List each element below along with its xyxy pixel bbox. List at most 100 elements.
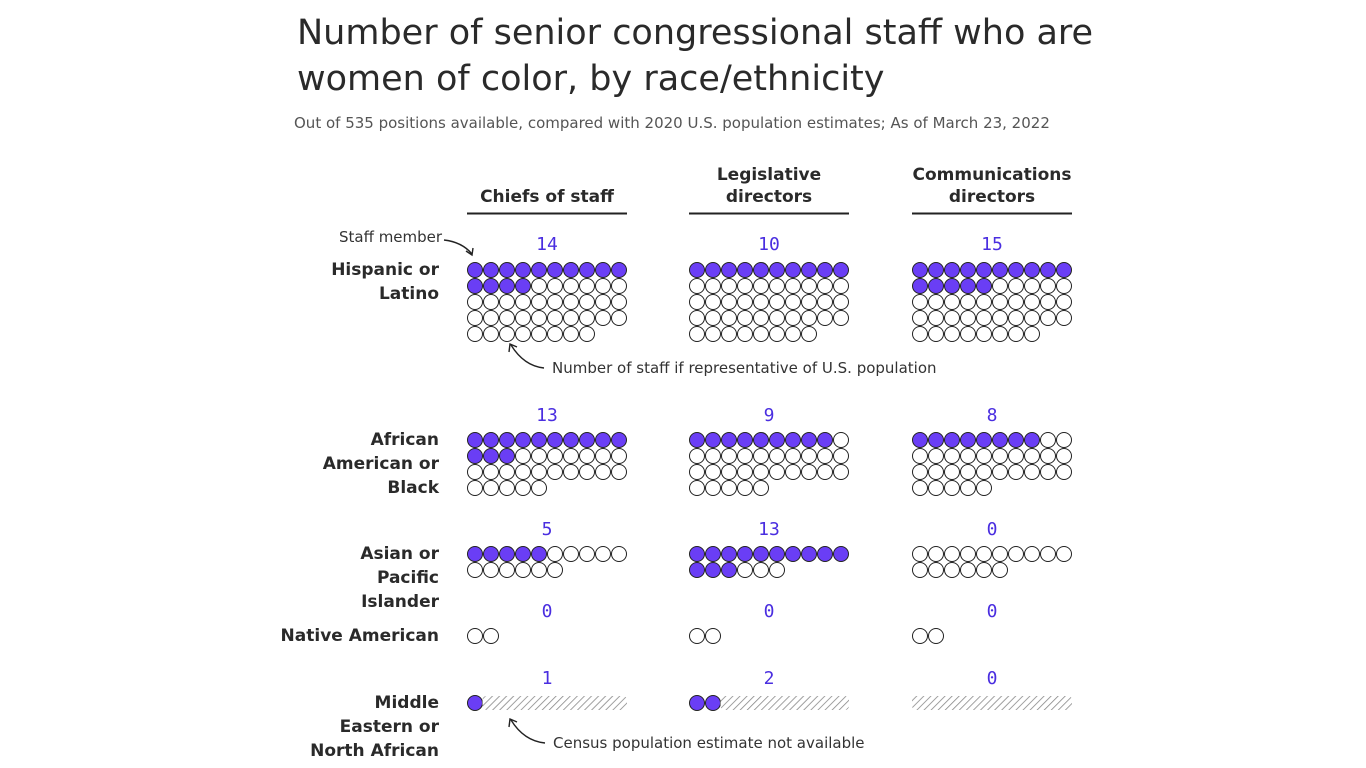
empty-dot (579, 326, 595, 342)
empty-dot (1008, 278, 1024, 294)
empty-dot (705, 310, 721, 326)
empty-dot (467, 310, 483, 326)
value-label: 0 (986, 601, 998, 622)
empty-dot (801, 448, 817, 464)
filled-dot (753, 262, 769, 278)
filled-dot (483, 546, 499, 562)
empty-dot (737, 326, 753, 342)
empty-dot (1056, 448, 1072, 464)
filled-dot (912, 278, 928, 294)
empty-dot (579, 278, 595, 294)
filled-dot (579, 262, 595, 278)
empty-dot (833, 432, 849, 448)
empty-dot (705, 294, 721, 310)
empty-dot (547, 326, 563, 342)
empty-dot (1008, 294, 1024, 310)
empty-dot (611, 448, 627, 464)
filled-dot (801, 546, 817, 562)
filled-dot (944, 432, 960, 448)
empty-dot (531, 480, 547, 496)
filled-dot (817, 546, 833, 562)
filled-dot (992, 432, 1008, 448)
empty-dot (928, 546, 944, 562)
filled-dot (785, 262, 801, 278)
filled-dot (833, 546, 849, 562)
filled-dot (689, 546, 705, 562)
empty-dot (499, 326, 515, 342)
empty-dot (928, 310, 944, 326)
empty-dot (960, 546, 976, 562)
empty-dot (801, 326, 817, 342)
empty-dot (992, 448, 1008, 464)
filled-dot (467, 448, 483, 464)
value-label: 1 (541, 668, 553, 689)
filled-dot (483, 278, 499, 294)
row-label: African American or Black (322, 430, 439, 498)
empty-dot (705, 278, 721, 294)
empty-dot (721, 464, 737, 480)
empty-dot (467, 480, 483, 496)
empty-dot (944, 294, 960, 310)
empty-dot (579, 310, 595, 326)
chart-title: Number of senior congressional staff who… (297, 13, 1094, 99)
filled-dot (531, 262, 547, 278)
filled-dot (467, 695, 483, 711)
empty-dot (611, 278, 627, 294)
empty-dot (531, 562, 547, 578)
column-header: Legislative directors (716, 165, 822, 207)
arrow (510, 344, 545, 369)
filled-dot (531, 546, 547, 562)
empty-dot (976, 546, 992, 562)
empty-dot (1024, 310, 1040, 326)
filled-dot (611, 262, 627, 278)
empty-dot (515, 326, 531, 342)
empty-dot (737, 278, 753, 294)
empty-dot (992, 326, 1008, 342)
empty-dot (595, 448, 611, 464)
empty-dot (1056, 310, 1072, 326)
empty-dot (611, 546, 627, 562)
empty-dot (467, 294, 483, 310)
filled-dot (785, 546, 801, 562)
empty-dot (611, 464, 627, 480)
empty-dot (689, 464, 705, 480)
empty-dot (912, 326, 928, 342)
filled-dot (721, 432, 737, 448)
empty-dot (960, 562, 976, 578)
empty-dot (769, 326, 785, 342)
annotation: Number of staff if representative of U.S… (552, 359, 937, 377)
empty-dot (944, 464, 960, 480)
filled-dot (595, 432, 611, 448)
chart-subtitle: Out of 535 positions available, compared… (294, 114, 1050, 132)
empty-dot (1056, 464, 1072, 480)
empty-dot (1008, 546, 1024, 562)
empty-dot (753, 562, 769, 578)
empty-dot (1008, 310, 1024, 326)
filled-dot (689, 262, 705, 278)
filled-dot (1008, 262, 1024, 278)
filled-dot (547, 432, 563, 448)
empty-dot (833, 278, 849, 294)
annotation: Census population estimate not available (553, 734, 865, 752)
empty-dot (912, 310, 928, 326)
empty-dot (705, 464, 721, 480)
empty-dot (912, 448, 928, 464)
annotation-arrows (443, 239, 546, 744)
empty-dot (785, 278, 801, 294)
empty-dot (785, 310, 801, 326)
empty-dot (721, 326, 737, 342)
filled-dot (1024, 262, 1040, 278)
empty-dot (928, 294, 944, 310)
empty-dot (769, 278, 785, 294)
empty-dot (1040, 278, 1056, 294)
empty-dot (960, 464, 976, 480)
filled-dot (595, 262, 611, 278)
filled-dot (705, 262, 721, 278)
filled-dot (801, 432, 817, 448)
value-label: 0 (763, 601, 775, 622)
empty-dot (547, 448, 563, 464)
empty-dot (944, 448, 960, 464)
filled-dot (499, 546, 515, 562)
empty-dot (960, 448, 976, 464)
